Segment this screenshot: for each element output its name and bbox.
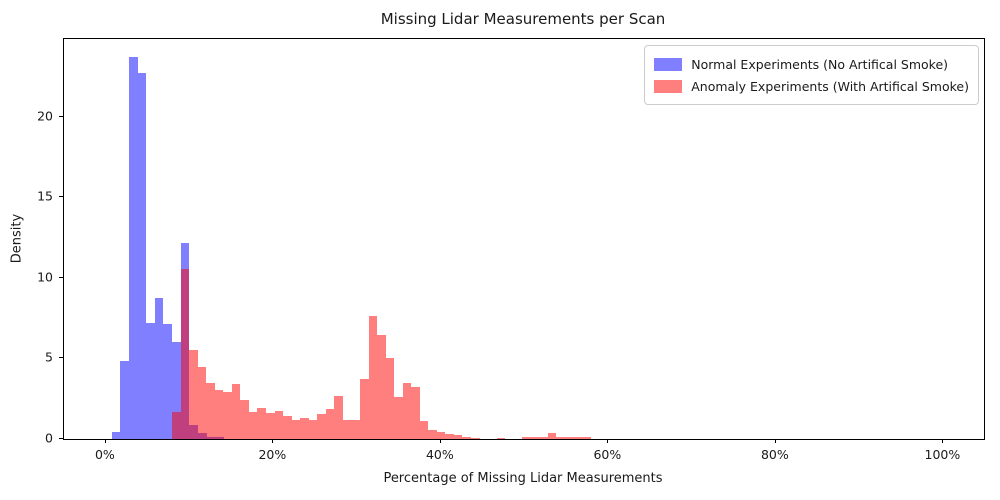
histogram-bar-anomaly [351,419,360,439]
histogram-bar-anomaly [325,409,335,439]
histogram-bar-anomaly [453,434,463,439]
histogram-bar-normal [172,342,181,439]
legend-swatch-normal [654,57,683,71]
chart-title: Missing Lidar Measurements per Scan [380,10,666,28]
y-axis-tick [59,196,63,198]
histogram-bar-anomaly [300,418,309,439]
histogram-bar-anomaly [223,392,232,439]
legend-swatch-anomaly [654,79,683,93]
histogram-bar-normal [137,73,147,439]
legend-item-normal: Normal Experiments (No Artifical Smoke) [654,53,969,75]
histogram-bar-anomaly [428,430,437,439]
legend: Normal Experiments (No Artifical Smoke) A… [644,45,979,105]
histogram-bar-anomaly [283,415,292,439]
x-axis-tick [774,439,776,443]
histogram-bar-normal [146,323,155,439]
histogram-bar-anomaly [291,420,301,439]
y-axis-tick [59,115,63,117]
x-axis-tick [104,439,106,443]
x-axis-tick-label: 100% [924,447,961,462]
x-axis-tick-label: 20% [258,447,287,462]
legend-label-normal: Normal Experiments (No Artifical Smoke) [691,56,949,72]
histogram-bar-anomaly [471,437,480,439]
histogram-bar-anomaly [582,437,591,439]
histogram-bar-anomaly [266,413,275,439]
histogram-bar-anomaly [359,378,369,439]
histogram-bar-anomaly [342,419,352,439]
histogram-bar-anomaly [564,437,574,439]
histogram-bar-anomaly [368,315,378,439]
histogram-bar-anomaly [197,367,207,439]
x-axis-tick-label: 60% [593,447,622,462]
y-axis-tick-label: 10 [37,269,53,285]
histogram-bar-normal [163,323,173,439]
histogram-bar-anomaly [522,436,531,439]
histogram-bar-anomaly [436,431,446,439]
histogram-bar-normal [111,431,121,439]
legend-item-anomaly: Anomaly Experiments (With Artifical Smok… [654,75,969,97]
histogram-bar-anomaly [180,269,190,439]
x-axis-label: Percentage of Missing Lidar Measurements [383,471,663,486]
y-axis-tick-label: 15 [37,188,53,204]
histogram-bar-anomaly [206,382,215,439]
histogram-bar-anomaly [394,397,403,439]
x-axis-tick-label: 40% [425,447,454,462]
y-axis-label: Density [9,213,25,264]
histogram-bar-anomaly [189,350,198,439]
x-axis-tick-label: 0% [94,447,115,462]
x-axis-tick [942,439,944,443]
y-axis-tick-label: 0 [45,430,53,446]
y-axis-tick-label: 20 [37,108,53,124]
x-axis-tick [439,439,441,443]
histogram-bar-anomaly [172,411,181,439]
histogram-bar-anomaly [402,382,412,439]
histogram-bar-anomaly [547,432,557,439]
histogram-bar-anomaly [240,399,249,439]
plot-area: Normal Experiments (No Artifical Smoke) A… [63,38,985,440]
legend-label-anomaly: Anomaly Experiments (With Artifical Smok… [691,78,969,94]
histogram-bar-anomaly [257,407,266,439]
histogram-bar-anomaly [496,438,506,439]
histogram-bars-layer [64,39,984,439]
histogram-bar-anomaly [334,395,343,439]
histogram-bar-anomaly [385,357,395,439]
y-axis-tick [59,357,63,359]
histogram-bar-anomaly [411,386,420,439]
histogram-bar-anomaly [530,436,540,439]
histogram-bar-normal [154,298,164,439]
y-axis-tick [59,438,63,439]
histogram-bar-anomaly [308,420,318,439]
histogram-bar-anomaly [274,410,284,439]
histogram-bar-anomaly [573,437,583,439]
histogram-bar-anomaly [317,414,326,439]
histogram-bar-anomaly [556,437,565,439]
histogram-bar-anomaly [248,411,258,439]
x-axis-tick [607,439,609,443]
histogram-bar-anomaly [539,436,548,439]
histogram-bar-anomaly [445,434,454,439]
histogram-bar-normal [120,360,129,439]
histogram-bar-anomaly [231,384,241,439]
histogram-bar-anomaly [419,421,429,439]
y-axis-tick-label: 5 [45,349,53,365]
x-axis-tick-label: 80% [760,447,789,462]
histogram-bar-normal [128,57,138,439]
histogram-bar-anomaly [462,436,472,439]
histogram-bar-anomaly [377,335,386,439]
histogram-bar-anomaly [214,389,224,439]
y-axis-tick [59,276,63,278]
x-axis-tick [272,439,274,443]
